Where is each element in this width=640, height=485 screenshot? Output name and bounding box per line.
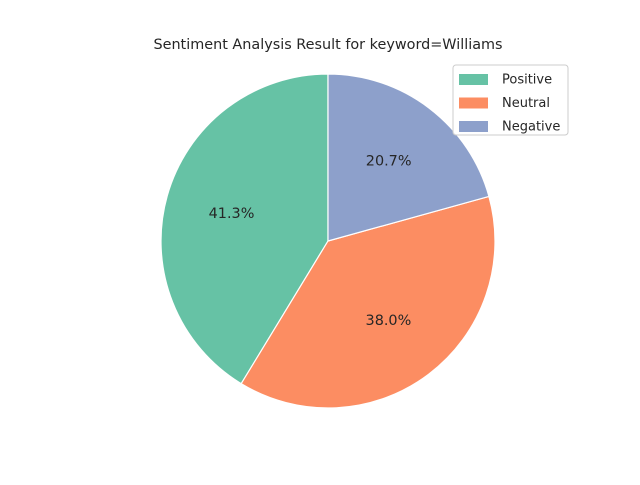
chart-title: Sentiment Analysis Result for keyword=Wi… (153, 37, 502, 53)
legend-swatch-neutral (459, 97, 488, 109)
percent-label-positive: 41.3% (209, 206, 255, 222)
percent-label-neutral: 38.0% (366, 313, 412, 329)
legend-label-positive: Positive (502, 73, 552, 88)
pie-slice-neutral (240, 195, 496, 409)
percent-label-negative: 20.7% (366, 153, 412, 169)
legend-label-negative: Negative (502, 120, 560, 135)
legend-swatch-negative (459, 121, 488, 132)
legend-label-neutral: Neutral (502, 96, 550, 111)
pie-slice-positive (160, 73, 329, 385)
percent-labels: 41.3% 38.0% 20.7% (209, 153, 412, 329)
legend: Positive Neutral Negative (452, 64, 569, 136)
pie-slice-negative (327, 73, 490, 242)
pie-slices (160, 73, 496, 409)
legend-swatch-positive (459, 74, 488, 85)
